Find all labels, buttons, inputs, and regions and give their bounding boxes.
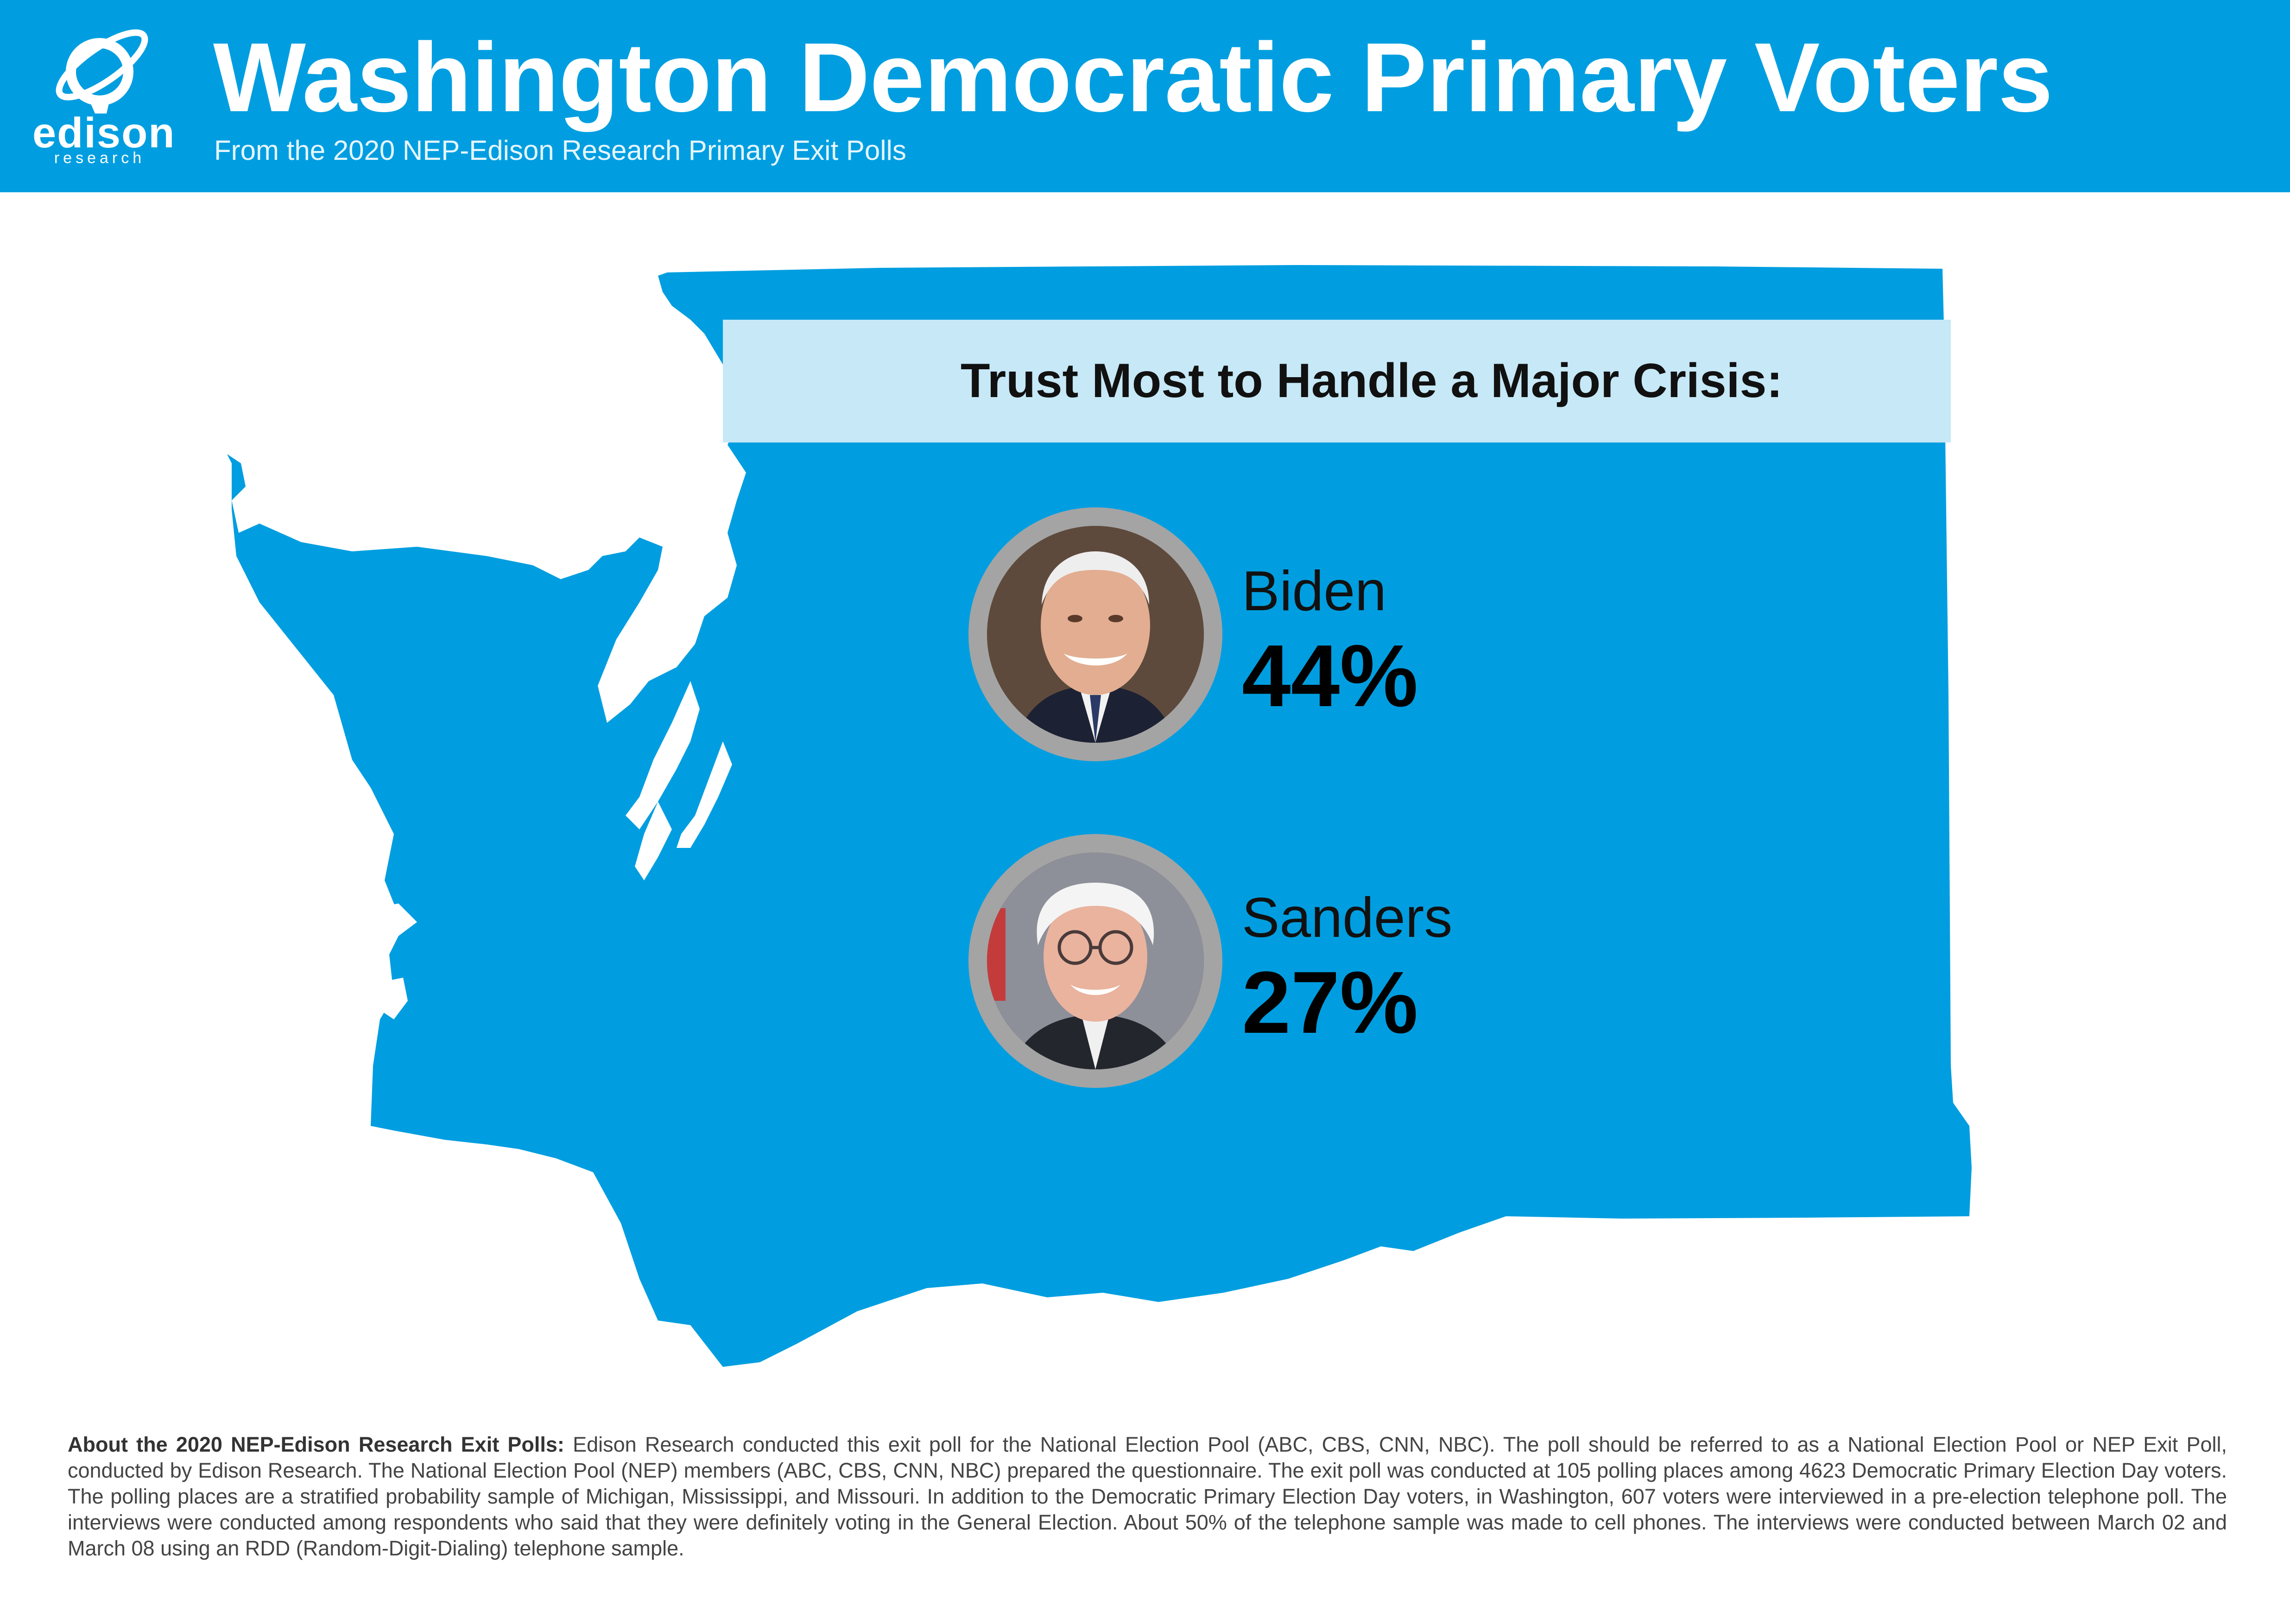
question-band xyxy=(723,320,1951,442)
logo-subword: research xyxy=(54,149,145,167)
candidate-percent: 44% xyxy=(1242,627,1418,725)
hood-canal-water xyxy=(635,802,672,880)
page-title: Washington Democratic Primary Voters xyxy=(213,22,2053,132)
edison-globe-icon xyxy=(56,29,148,114)
puget-sound-inlet xyxy=(677,741,732,848)
logo-wordmark: edison xyxy=(32,109,176,157)
washington-state-shape xyxy=(227,265,1972,1367)
candidate-name: Biden xyxy=(1242,559,1387,622)
candidate-percent: 27% xyxy=(1242,954,1418,1052)
biden-portrait-icon xyxy=(987,526,1204,743)
grays-harbor-water xyxy=(371,904,417,936)
page-subtitle: From the 2020 NEP-Edison Research Primar… xyxy=(214,135,906,166)
methodology-footnote: About the 2020 NEP-Edison Research Exit … xyxy=(68,1432,2227,1561)
edison-logo: edison research xyxy=(32,28,176,167)
puget-sound-water xyxy=(626,681,700,829)
footnote-body: Edison Research conducted this exit poll… xyxy=(68,1433,2227,1560)
candidate-name: Sanders xyxy=(1242,886,1453,949)
sanders-portrait-icon xyxy=(987,853,1204,1069)
candidate-biden: Biden 44% xyxy=(968,507,1895,767)
footnote-heading: About the 2020 NEP-Edison Research Exit … xyxy=(68,1433,564,1456)
photo-ring xyxy=(968,507,1222,761)
willapa-bay-water xyxy=(380,978,408,1019)
question-title: Trust Most to Handle a Major Crisis: xyxy=(960,354,1783,408)
header-banner: edison research Washington Democratic Pr… xyxy=(0,0,2290,192)
photo-ring xyxy=(968,834,1222,1088)
candidate-sanders: Sanders 27% xyxy=(968,834,1895,1093)
